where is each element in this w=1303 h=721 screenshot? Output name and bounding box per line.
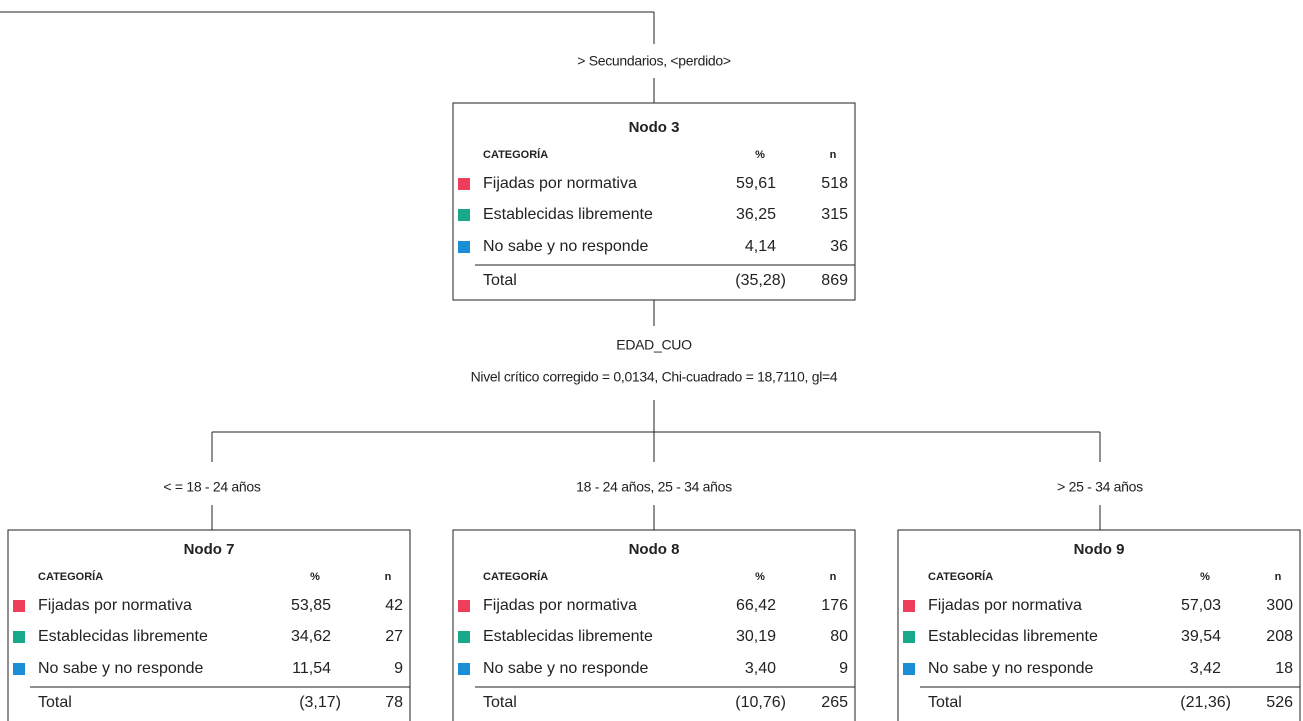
column-header: CATEGORÍA <box>38 570 103 583</box>
category-label: Establecidas libremente <box>483 628 653 645</box>
branch-label: > 25 - 34 años <box>1057 479 1143 495</box>
percent: 11,54 <box>292 660 331 677</box>
count: 27 <box>385 628 403 645</box>
node: Nodo 7 CATEGORÍA% n Fijadas por normativa 53… <box>7 529 411 721</box>
percent: 59,61 <box>736 175 776 192</box>
percent: 66,42 <box>736 597 776 614</box>
node-title: Nodo 7 <box>184 541 235 558</box>
category-label: No sabe y no responde <box>483 238 649 255</box>
total-percent: (10,76) <box>735 694 786 711</box>
count: 176 <box>821 597 848 614</box>
total-percent: (3,17) <box>299 694 341 711</box>
category-label: No sabe y no responde <box>483 660 649 677</box>
node: Nodo 9 CATEGORÍA% n Fijadas por normativa 57… <box>897 529 1301 721</box>
column-header: % <box>310 571 320 583</box>
percent: 39,54 <box>1181 628 1221 645</box>
column-header: % <box>1200 571 1210 583</box>
percent: 30,19 <box>736 628 776 645</box>
count: 80 <box>830 628 848 645</box>
category-label: Establecidas libremente <box>38 628 208 645</box>
column-header: n <box>385 571 392 583</box>
percent: 34,62 <box>291 628 331 645</box>
category-swatch <box>458 631 470 643</box>
connectors <box>0 11 1101 530</box>
split-stats: Nivel crítico corregido = 0,0134, Chi-cu… <box>471 369 838 385</box>
node: Nodo 3 CATEGORÍA% n Fijadas por normativa 59… <box>452 102 856 301</box>
count: 208 <box>1266 628 1293 645</box>
category-swatch <box>458 178 470 190</box>
count: 9 <box>394 660 403 677</box>
node-box <box>452 529 856 721</box>
category-label: No sabe y no responde <box>38 660 204 677</box>
total-count: 78 <box>385 694 403 711</box>
node: Nodo 8 CATEGORÍA% n Fijadas por normativa 66… <box>452 529 856 721</box>
category-label: Fijadas por normativa <box>483 175 637 192</box>
category-swatch <box>458 209 470 221</box>
count: 518 <box>821 175 848 192</box>
category-label: Fijadas por normativa <box>928 597 1082 614</box>
category-swatch <box>903 663 915 675</box>
column-header: CATEGORÍA <box>483 570 548 583</box>
percent: 3,40 <box>745 660 776 677</box>
percent: 4,14 <box>745 238 776 255</box>
percent: 36,25 <box>736 206 776 223</box>
branch-label: 18 - 24 años, 25 - 34 años <box>576 479 732 495</box>
category-swatch <box>903 631 915 643</box>
category-label: Establecidas libremente <box>928 628 1098 645</box>
percent: 3,42 <box>1190 660 1221 677</box>
total-count: 869 <box>821 272 848 289</box>
column-header: CATEGORÍA <box>483 148 548 161</box>
percent: 53,85 <box>291 597 331 614</box>
total-label: Total <box>483 694 517 711</box>
count: 18 <box>1275 660 1293 677</box>
column-header: n <box>830 149 837 161</box>
total-count: 265 <box>821 694 848 711</box>
column-header: CATEGORÍA <box>928 570 993 583</box>
category-swatch <box>458 663 470 675</box>
percent: 57,03 <box>1181 597 1221 614</box>
category-label: Fijadas por normativa <box>483 597 637 614</box>
split-variable: EDAD_CUO <box>616 337 692 353</box>
column-header: n <box>1275 571 1282 583</box>
node-box <box>897 529 1301 721</box>
column-header: % <box>755 571 765 583</box>
category-swatch <box>458 241 470 253</box>
node-title: Nodo 3 <box>629 119 680 136</box>
node-title: Nodo 8 <box>629 541 680 558</box>
count: 9 <box>839 660 848 677</box>
category-label: No sabe y no responde <box>928 660 1094 677</box>
column-header: % <box>755 149 765 161</box>
category-label: Establecidas libremente <box>483 206 653 223</box>
total-label: Total <box>928 694 962 711</box>
category-swatch <box>13 631 25 643</box>
count: 300 <box>1266 597 1293 614</box>
category-label: Fijadas por normativa <box>38 597 192 614</box>
count: 36 <box>830 238 848 255</box>
category-swatch <box>903 600 915 612</box>
category-swatch <box>458 600 470 612</box>
total-label: Total <box>38 694 72 711</box>
total-label: Total <box>483 272 517 289</box>
category-swatch <box>13 663 25 675</box>
total-percent: (21,36) <box>1180 694 1231 711</box>
total-count: 526 <box>1266 694 1293 711</box>
column-header: n <box>830 571 837 583</box>
total-percent: (35,28) <box>735 272 786 289</box>
node-box <box>7 529 411 721</box>
count: 42 <box>385 597 403 614</box>
count: 315 <box>821 206 848 223</box>
category-swatch <box>13 600 25 612</box>
node-box <box>452 102 856 301</box>
node-title: Nodo 9 <box>1074 541 1125 558</box>
edge-label: > Secundarios, <perdido> <box>577 53 731 69</box>
branch-label: < = 18 - 24 años <box>163 479 260 495</box>
